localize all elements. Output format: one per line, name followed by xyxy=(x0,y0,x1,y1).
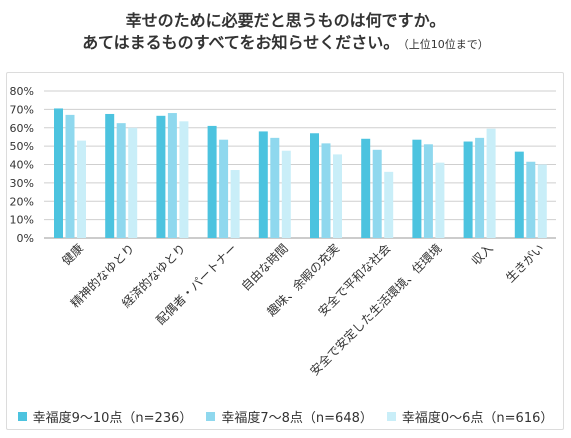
chart-panel xyxy=(6,72,564,430)
chart-title: 幸せのために必要だと思うものは何ですか。 あてはまるものすべてをお知らせください… xyxy=(0,10,571,56)
bar xyxy=(77,140,86,238)
y-tick-label: 30% xyxy=(10,177,34,190)
bar xyxy=(156,115,166,238)
legend-item: 幸福度7〜8点（n=648） xyxy=(206,407,373,426)
x-tick-label: 収入 xyxy=(469,241,496,268)
bar xyxy=(372,149,382,238)
bar xyxy=(384,171,394,238)
x-tick-label: 生きがい xyxy=(502,241,547,286)
bar xyxy=(258,131,268,238)
chart-legend: 幸福度9〜10点（n=236） 幸福度7〜8点（n=648） 幸福度0〜6点（n=6… xyxy=(0,407,571,426)
bar xyxy=(423,144,433,238)
title-line-2-text: あてはまるものすべてをお知らせください。 xyxy=(82,33,400,52)
bar xyxy=(116,123,126,238)
y-tick-label: 0% xyxy=(17,232,34,245)
y-tick-label: 70% xyxy=(10,103,34,116)
bar xyxy=(230,170,240,238)
bar xyxy=(207,125,217,238)
legend-item: 幸福度0〜6点（n=616） xyxy=(386,407,554,426)
x-tick-label: 自由な時間 xyxy=(239,241,291,293)
legend-label: 幸福度7〜8点（n=648） xyxy=(221,411,373,426)
bar xyxy=(333,154,342,238)
bar xyxy=(486,128,496,238)
bar xyxy=(310,133,319,238)
bar xyxy=(361,138,371,238)
bar xyxy=(435,162,445,238)
bar xyxy=(537,164,547,238)
bar xyxy=(463,141,473,238)
bar xyxy=(65,114,75,238)
bar xyxy=(270,137,280,238)
y-tick-label: 10% xyxy=(10,214,34,227)
bar xyxy=(321,143,331,238)
legend-label: 幸福度0〜6点（n=616） xyxy=(401,411,554,426)
bar xyxy=(526,161,536,238)
bar xyxy=(475,137,485,238)
y-tick-label: 50% xyxy=(10,140,34,153)
y-tick-label: 80% xyxy=(10,85,34,98)
y-tick-label: 20% xyxy=(10,195,34,208)
bar xyxy=(167,113,177,238)
x-tick-label: 健康 xyxy=(59,241,87,269)
legend-swatch xyxy=(206,412,216,421)
legend-swatch xyxy=(386,412,396,421)
bar xyxy=(128,127,138,238)
bar xyxy=(514,151,524,238)
bar xyxy=(412,139,422,238)
legend-swatch xyxy=(17,412,27,421)
legend-item: 幸福度9〜10点（n=236） xyxy=(17,407,193,426)
y-tick-label: 60% xyxy=(10,122,34,135)
title-line-1: 幸せのために必要だと思うものは何ですか。 xyxy=(125,11,446,30)
y-tick-label: 40% xyxy=(10,159,34,172)
bar xyxy=(219,139,229,238)
legend-label: 幸福度9〜10点（n=236） xyxy=(32,411,193,426)
bar xyxy=(105,113,115,238)
bar xyxy=(179,121,189,238)
bar xyxy=(281,150,291,238)
bar xyxy=(54,108,63,238)
title-line-2: あてはまるものすべてをお知らせください。 （上位10位まで） xyxy=(0,32,571,56)
title-note: （上位10位まで） xyxy=(403,38,489,51)
